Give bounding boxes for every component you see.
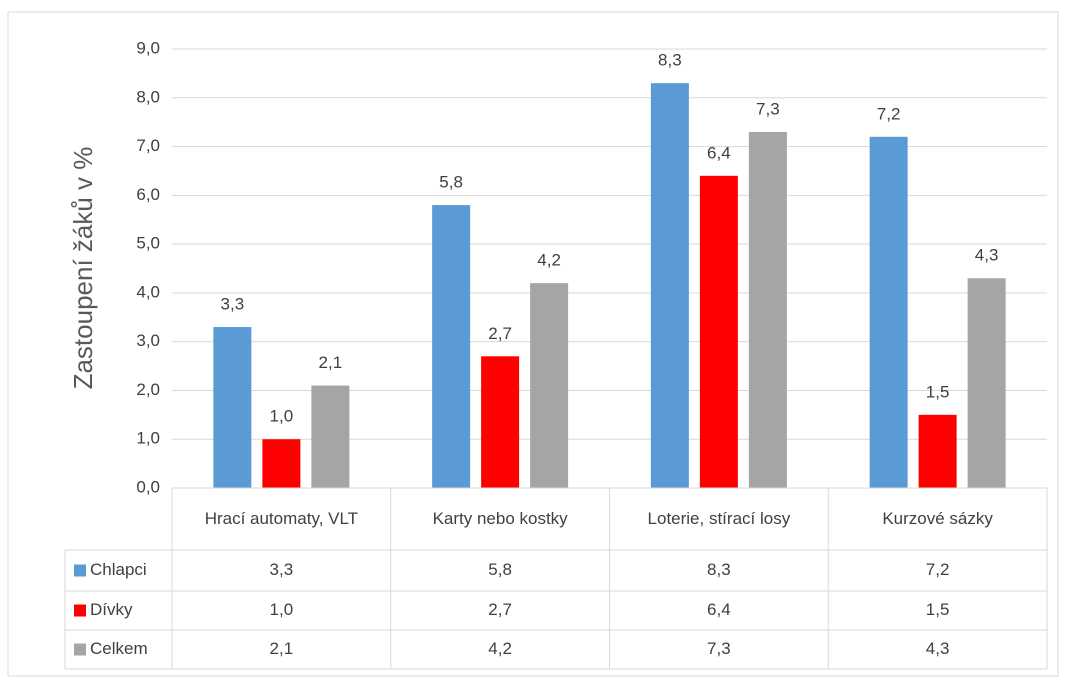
bar — [918, 414, 957, 488]
data-label: 6,4 — [707, 143, 731, 162]
data-label: 1,5 — [926, 382, 950, 401]
category-cell: Hrací automaty, VLT — [204, 508, 359, 528]
table-cell: 1,0 — [270, 600, 294, 619]
bar — [748, 131, 787, 488]
bar — [213, 327, 252, 488]
data-label: 7,3 — [756, 99, 780, 118]
bar — [530, 283, 569, 488]
x-tick-label: Karty nebo kostky — [432, 508, 568, 528]
legend-swatch — [74, 643, 86, 656]
table-cell: 4,3 — [926, 639, 950, 658]
y-tick-label: 6,0 — [136, 185, 160, 204]
bar — [262, 439, 301, 488]
y-tick-label: 8,0 — [136, 87, 160, 106]
table-cell: 4,2 — [488, 639, 512, 658]
bar — [699, 175, 738, 489]
data-label: 1,0 — [270, 407, 294, 426]
y-tick-label: 2,0 — [136, 380, 160, 399]
table-cell: 7,3 — [707, 639, 731, 658]
data-label: 8,3 — [658, 51, 682, 70]
table-cell: 7,2 — [926, 560, 950, 579]
data-label: 2,1 — [319, 353, 343, 372]
x-tick-label: Loterie, stírací losy — [647, 508, 791, 528]
table-cell: 5,8 — [488, 560, 512, 579]
data-label: 5,8 — [439, 173, 463, 192]
table-cell: 1,5 — [926, 600, 950, 619]
table-cell: 2,1 — [270, 639, 294, 658]
category-cell: Loterie, stírací losy — [647, 508, 791, 528]
category-cell: Kurzové sázky — [882, 508, 993, 528]
y-tick-label: 0,0 — [136, 477, 160, 496]
bar — [869, 136, 908, 489]
y-tick-label: 7,0 — [136, 136, 160, 155]
bar — [967, 278, 1006, 488]
table-cell: 3,3 — [270, 560, 294, 579]
table-cell: 8,3 — [707, 560, 731, 579]
y-tick-label: 5,0 — [136, 234, 160, 253]
y-tick-label: 4,0 — [136, 282, 160, 301]
legend-label: Celkem — [90, 639, 148, 658]
data-label: 7,2 — [877, 104, 901, 123]
y-axis-title: Zastoupení žáků v % — [68, 147, 98, 390]
legend-label: Chlapci — [90, 560, 147, 579]
data-label: 2,7 — [488, 324, 512, 343]
y-tick-label: 9,0 — [136, 38, 160, 57]
bar — [432, 205, 471, 489]
bar — [481, 356, 520, 488]
category-cell: Karty nebo kostky — [432, 508, 568, 528]
bar — [311, 385, 350, 488]
data-label: 4,3 — [975, 246, 999, 265]
x-tick-label: Kurzové sázky — [882, 508, 993, 528]
legend-swatch — [74, 604, 86, 617]
data-label: 4,2 — [537, 251, 561, 270]
y-tick-label: 1,0 — [136, 429, 160, 448]
table-cell: 2,7 — [488, 600, 512, 619]
data-label: 3,3 — [221, 295, 245, 314]
bar — [650, 83, 689, 489]
x-tick-label: Hrací automaty, VLT — [204, 508, 359, 528]
legend-label: Dívky — [90, 600, 133, 619]
y-tick-label: 3,0 — [136, 331, 160, 350]
table-cell: 6,4 — [707, 600, 731, 619]
legend-swatch — [74, 564, 86, 577]
